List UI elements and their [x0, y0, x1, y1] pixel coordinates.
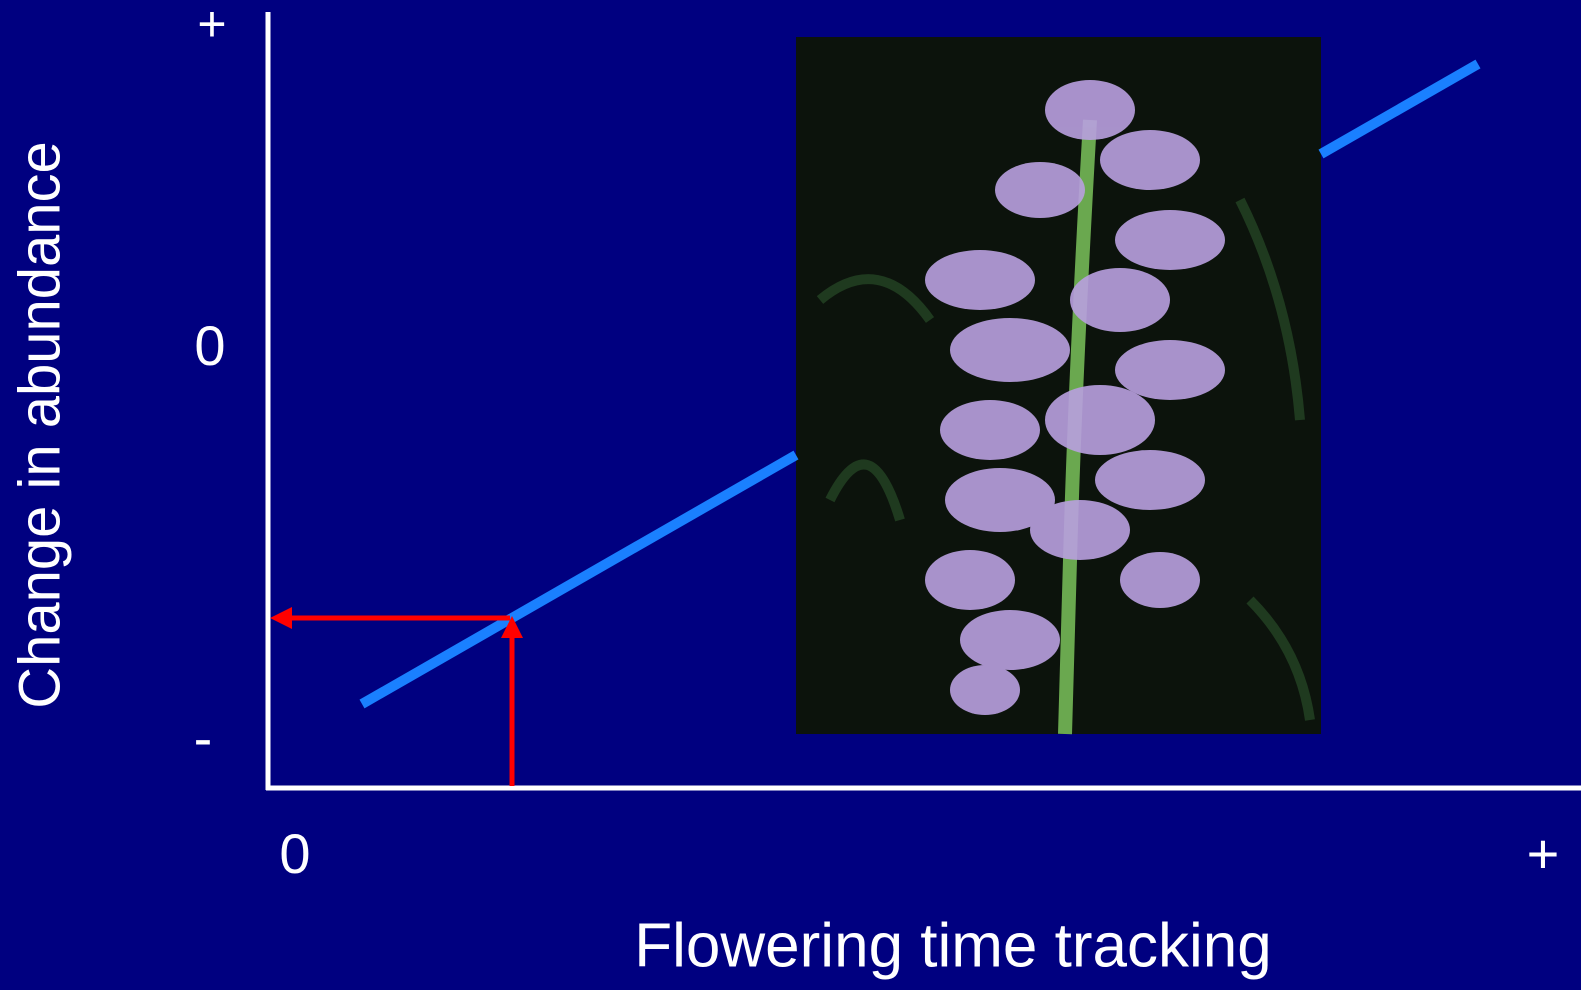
trend-line: [1318, 59, 1481, 159]
photo-leaves: [816, 197, 1315, 721]
red-arrowhead-left: [270, 607, 292, 629]
photo-background: [796, 37, 1321, 734]
y-tick-label: -: [194, 706, 213, 769]
x-tick-label: +: [1527, 822, 1560, 885]
photo-flowers: [925, 80, 1225, 715]
x-tick-label: 0: [279, 822, 310, 885]
red-arrowhead-up: [501, 616, 523, 638]
x-axis-label: Flowering time tracking: [634, 911, 1271, 980]
trend-line: [359, 450, 799, 709]
y-tick-label: +: [197, 0, 226, 52]
photo: [796, 37, 1321, 735]
y-tick-label: 0: [194, 314, 225, 377]
y-axis-label: Change in abundance: [7, 141, 72, 709]
